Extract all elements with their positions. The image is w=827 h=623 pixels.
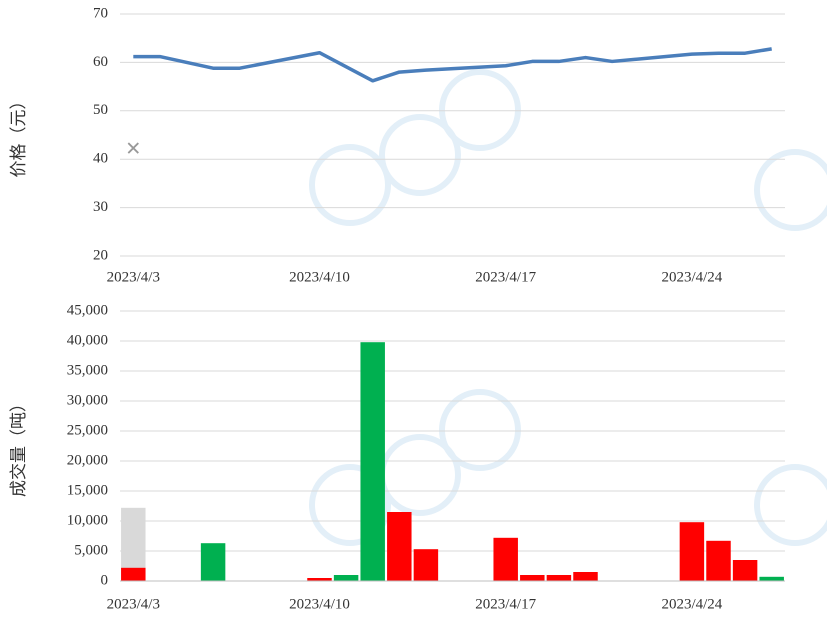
- x-tick-label: 2023/4/24: [661, 596, 722, 612]
- marker: [127, 142, 139, 154]
- y-tick-label: 15,000: [67, 482, 108, 498]
- bar: [307, 578, 332, 581]
- x-tick-label: 2023/4/3: [107, 269, 160, 285]
- y-tick-label: 70: [93, 5, 108, 21]
- y-tick-label: 25,000: [67, 422, 108, 438]
- y-tick-label: 45,000: [67, 302, 108, 318]
- y-tick-label: 20: [93, 247, 108, 263]
- bar: [121, 567, 146, 581]
- bar: [679, 522, 705, 581]
- y-tick-label: 30: [93, 199, 108, 215]
- bar: [546, 575, 572, 581]
- x-tick-label: 2023/4/10: [289, 269, 350, 285]
- bar: [413, 549, 439, 581]
- watermark: [309, 69, 827, 546]
- y-tick-label: 0: [101, 572, 109, 588]
- y-tick-label: 40,000: [67, 332, 108, 348]
- bar: [573, 572, 598, 581]
- bar: [520, 575, 545, 581]
- bar: [732, 560, 758, 581]
- bar: [493, 537, 518, 581]
- bar: [200, 543, 226, 581]
- y-tick-label: 20,000: [67, 452, 108, 468]
- x-tick-label: 2023/4/10: [289, 596, 350, 612]
- bar: [360, 342, 385, 581]
- price-line: [133, 47, 772, 83]
- x-tick-label: 2023/4/17: [475, 596, 536, 612]
- bar: [333, 575, 359, 581]
- y-axis-label: 价格（元）: [9, 93, 28, 178]
- x-tick-label: 2023/4/17: [475, 269, 536, 285]
- y-tick-label: 35,000: [67, 362, 108, 378]
- y-tick-label: 30,000: [67, 392, 108, 408]
- bar: [387, 512, 412, 581]
- y-axis-label: 成交量（吨）: [9, 395, 28, 497]
- x-tick-label: 2023/4/3: [107, 596, 160, 612]
- bar: [759, 576, 784, 581]
- y-tick-label: 60: [93, 54, 108, 70]
- y-tick-label: 10,000: [67, 512, 108, 528]
- x-tick-label: 2023/4/24: [661, 269, 722, 285]
- bar: [706, 540, 731, 581]
- y-tick-label: 50: [93, 102, 108, 118]
- y-tick-label: 40: [93, 151, 108, 167]
- y-tick-label: 5,000: [74, 542, 108, 558]
